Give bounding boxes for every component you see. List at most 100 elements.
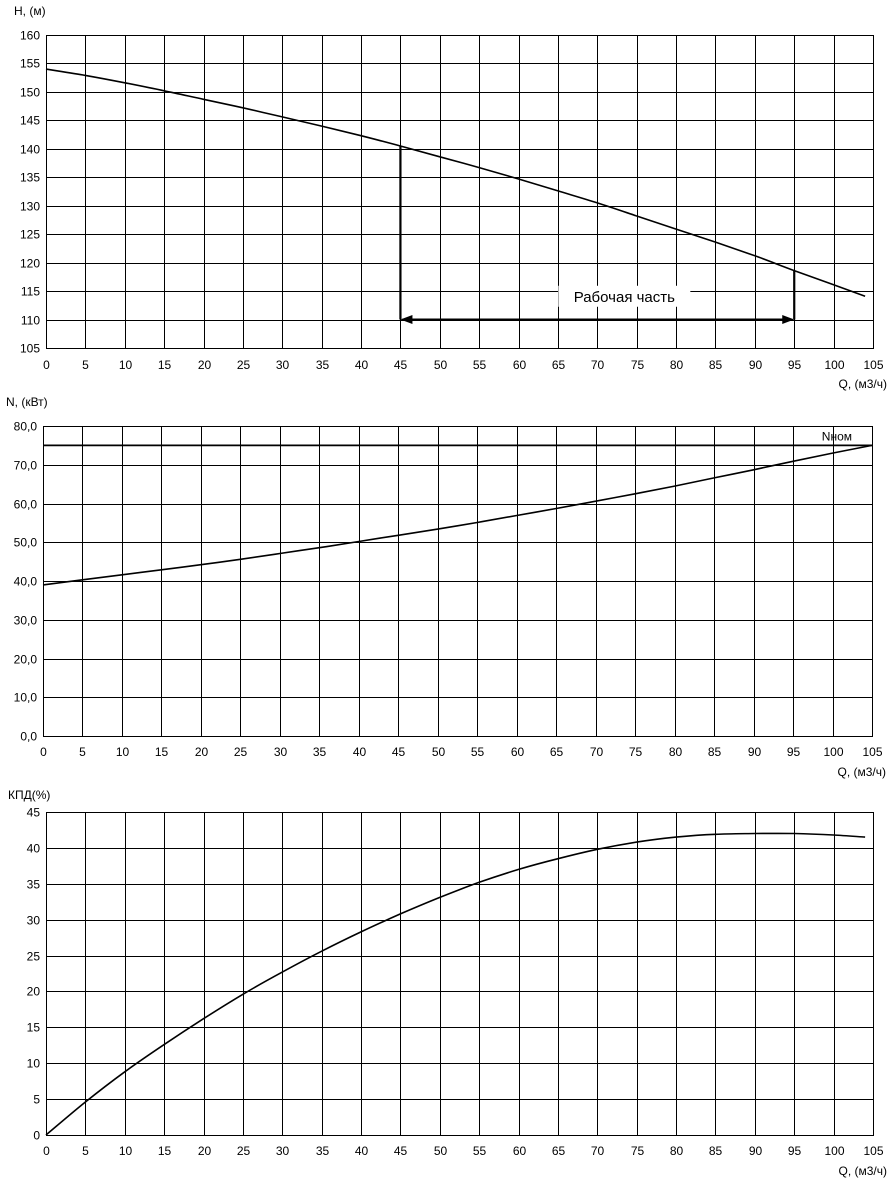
plot-frame xyxy=(46,35,874,349)
y-tick-label: 60,0 xyxy=(14,498,38,512)
x-tick-label: 0 xyxy=(43,1144,50,1158)
y-tick-label: 155 xyxy=(20,57,40,71)
x-axis-title: Q, (м3/ч) xyxy=(838,1164,887,1178)
y-tick-label: 115 xyxy=(21,285,40,299)
y-tick-label: 15 xyxy=(27,1021,41,1035)
x-axis-title: Q, (м3/ч) xyxy=(838,377,887,391)
x-tick-label: 35 xyxy=(313,745,327,759)
working-range-arrowhead-left xyxy=(400,315,413,325)
working-range-arrowhead-right xyxy=(782,315,795,325)
x-tick-label: 90 xyxy=(749,358,763,372)
x-tick-label: 5 xyxy=(82,1144,89,1158)
nominal-power-label: Nном xyxy=(822,429,852,443)
y-tick-label: 105 xyxy=(20,342,40,356)
y-tick-label: 140 xyxy=(20,143,40,157)
x-tick-label: 25 xyxy=(237,358,251,372)
series-line-1 xyxy=(42,444,873,586)
x-tick-label: 10 xyxy=(119,1144,133,1158)
x-tick-label: 95 xyxy=(788,358,802,372)
x-tick-label: 40 xyxy=(353,745,367,759)
x-tick-label: 105 xyxy=(863,358,883,372)
x-tick-label: 30 xyxy=(274,745,288,759)
y-axis-title: КПД(%) xyxy=(8,788,50,802)
x-tick-label: 50 xyxy=(434,358,448,372)
y-tick-label: 20 xyxy=(27,985,41,999)
x-tick-label: 20 xyxy=(198,358,212,372)
x-tick-label: 80 xyxy=(670,358,684,372)
x-tick-label: 25 xyxy=(237,1144,251,1158)
y-tick-label: 20,0 xyxy=(14,653,38,667)
x-tick-label: 50 xyxy=(434,1144,448,1158)
x-tick-label: 55 xyxy=(471,745,485,759)
x-tick-label: 85 xyxy=(708,745,722,759)
plot-frame xyxy=(46,812,874,1136)
x-tick-label: 10 xyxy=(119,358,133,372)
y-tick-label: 160 xyxy=(20,29,40,43)
x-tick-label: 55 xyxy=(473,1144,487,1158)
y-tick-label: 25 xyxy=(27,950,41,964)
y-tick-label: 70,0 xyxy=(14,459,38,473)
y-tick-label: 40 xyxy=(27,842,41,856)
x-tick-label: 80 xyxy=(670,1144,684,1158)
y-axis-title: H, (м) xyxy=(14,4,46,18)
y-tick-label: 110 xyxy=(21,314,40,328)
x-tick-label: 15 xyxy=(155,745,169,759)
x-tick-label: 30 xyxy=(276,358,290,372)
x-tick-label: 45 xyxy=(394,1144,408,1158)
x-tick-label: 60 xyxy=(513,1144,527,1158)
y-tick-label: 130 xyxy=(20,200,40,214)
y-tick-label: 45 xyxy=(27,806,41,820)
x-tick-label: 20 xyxy=(198,1144,212,1158)
y-tick-label: 30 xyxy=(27,914,41,928)
x-tick-label: 75 xyxy=(631,1144,645,1158)
x-tick-label: 70 xyxy=(590,745,604,759)
x-tick-label: 40 xyxy=(355,358,369,372)
x-tick-label: 100 xyxy=(824,1144,844,1158)
y-axis-title: N, (кВт) xyxy=(6,395,48,409)
chart-panel-3: 0 5 10 15 20 25 30 35 40 45 50 55 60 65 70 75 80 85 90 95 10… xyxy=(8,788,887,1178)
working-range-label: Рабочая часть xyxy=(574,289,675,306)
plot-frame xyxy=(43,426,873,737)
x-tick-label: 45 xyxy=(392,745,406,759)
y-tick-label: 5 xyxy=(33,1093,40,1107)
y-tick-label: 30,0 xyxy=(14,614,38,628)
x-tick-label: 70 xyxy=(591,358,605,372)
x-tick-label: 55 xyxy=(473,358,487,372)
x-tick-label: 35 xyxy=(316,1144,330,1158)
x-tick-label: 75 xyxy=(631,358,645,372)
y-tick-label: 125 xyxy=(20,228,40,242)
y-tick-label: 0,0 xyxy=(20,730,37,744)
y-tick-label: 135 xyxy=(20,171,40,185)
x-tick-label: 75 xyxy=(629,745,643,759)
x-tick-label: 10 xyxy=(116,745,130,759)
chart-panel-2: 0 5 10 15 20 25 30 35 40 45 50 55 60 65 70 75 80 85 90 95 10… xyxy=(6,395,886,779)
x-tick-label: 65 xyxy=(552,1144,566,1158)
chart-panel-1: 0 5 10 15 20 25 30 35 40 45 50 55 60 65 70 75 80 85 90 95 10… xyxy=(14,4,887,391)
x-tick-label: 0 xyxy=(40,745,47,759)
y-tick-label: 50,0 xyxy=(14,536,38,550)
y-tick-label: 145 xyxy=(20,114,40,128)
y-tick-label: 35 xyxy=(27,878,41,892)
x-tick-label: 90 xyxy=(748,745,762,759)
x-tick-label: 70 xyxy=(591,1144,605,1158)
x-tick-label: 65 xyxy=(552,358,566,372)
x-tick-label: 35 xyxy=(316,358,330,372)
x-tick-label: 60 xyxy=(511,745,525,759)
x-tick-label: 45 xyxy=(394,358,408,372)
x-tick-label: 100 xyxy=(824,358,844,372)
series-line-1 xyxy=(45,832,866,1136)
x-tick-label: 15 xyxy=(158,358,172,372)
x-tick-label: 80 xyxy=(669,745,683,759)
y-tick-label: 10,0 xyxy=(14,691,38,705)
x-tick-label: 85 xyxy=(709,358,723,372)
x-tick-label: 65 xyxy=(550,745,564,759)
working-range-label-background xyxy=(558,285,691,307)
x-tick-label: 95 xyxy=(788,1144,802,1158)
y-tick-label: 0 xyxy=(33,1129,40,1143)
x-tick-label: 30 xyxy=(276,1144,290,1158)
x-tick-label: 95 xyxy=(787,745,801,759)
x-tick-label: 85 xyxy=(709,1144,723,1158)
y-tick-label: 40,0 xyxy=(14,575,38,589)
